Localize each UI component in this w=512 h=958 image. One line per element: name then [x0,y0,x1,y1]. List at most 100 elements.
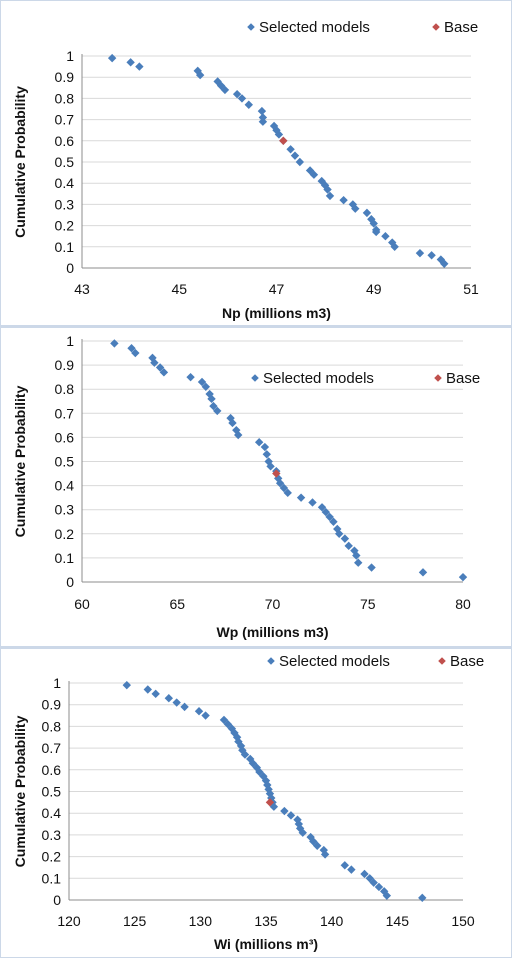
legend-entry: Selected models [259,19,370,36]
x-tick-label: 65 [169,596,185,612]
base-point [272,469,281,478]
y-tick-label: 0 [66,574,74,590]
data-point [418,568,428,577]
x-tick-label: 130 [189,913,213,929]
data-point [234,430,243,440]
y-tick-label: 0.2 [55,526,75,542]
base-point [279,136,288,145]
x-tick-label: 125 [123,913,147,929]
legend-marker [247,23,255,31]
y-tick-label: 0.3 [55,196,75,212]
x-tick-label: 80 [455,596,471,612]
y-tick-label: 0.1 [55,239,75,255]
data-point [150,358,159,367]
data-point [143,685,152,694]
y-tick-label: 1 [66,333,74,349]
data-point [135,62,144,71]
data-point [164,693,174,703]
data-point [201,382,211,391]
x-tick-label: 49 [366,281,382,297]
data-point [237,94,247,103]
x-tick-label: 150 [451,913,475,929]
x-tick-label: 135 [254,913,278,929]
data-point [159,368,169,377]
x-axis-label: Np (millions m3) [222,305,331,321]
data-point [258,113,268,122]
series-1 [279,136,288,145]
y-tick-label: 0.4 [55,478,75,494]
data-point [371,227,381,237]
data-point [340,534,350,543]
chart-svg: 0 0.1 0.2 0.3 0.4 0.5 0.6 0.7 0.8 0.9 1 120 125 130 13… [12,653,484,952]
data-point [317,503,327,512]
data-point [257,106,267,116]
data-point [232,89,242,99]
data-point [194,707,204,716]
data-point [186,372,195,382]
data-point [390,242,399,251]
chart-svg: 0 0.1 0.2 0.3 0.4 0.5 0.6 0.7 0.8 0.9 1 60 65 70 75 80 W… [12,333,480,640]
y-tick-label: 0.3 [55,502,75,518]
data-point [295,157,305,167]
np-chart-panel: 0 0.1 0.2 0.3 0.4 0.5 0.6 0.7 0.8 0.9 1 43 45 47 49 51 N… [1,1,511,325]
y-tick-label: 0.3 [42,827,62,843]
y-tick-label: 0.1 [42,870,62,886]
y-tick-label: 0.8 [42,718,62,734]
data-point [254,438,264,447]
y-tick-label: 1 [66,48,74,64]
series-1 [272,469,281,478]
legend-marker [267,657,275,665]
data-point [240,750,250,759]
y-tick-label: 0.8 [55,381,75,397]
data-point [309,170,319,179]
x-tick-label: 47 [269,281,285,297]
data-point [266,462,275,471]
data-point [197,377,207,387]
y-tick-label: 0.4 [55,175,75,191]
data-point [427,251,436,260]
legend-entry: Selected models [279,653,390,670]
series-0 [107,53,449,268]
x-tick-label: 140 [320,913,344,929]
data-point [323,185,332,194]
y-tick-label: 0.9 [55,357,75,373]
data-point [280,806,289,816]
data-point [209,401,218,411]
data-point [325,191,335,201]
data-point [351,204,360,213]
data-point [329,517,338,526]
legend-marker [438,657,446,665]
y-tick-label: 0.7 [42,740,62,756]
data-point [367,563,376,572]
data-point [107,53,117,63]
data-point [274,130,284,139]
y-tick-label: 0.9 [55,69,75,85]
data-point [258,117,268,126]
data-point [226,413,235,423]
data-point [313,841,322,850]
chart-svg: 0 0.1 0.2 0.3 0.4 0.5 0.6 0.7 0.8 0.9 1 43 45 47 49 51 N… [12,19,479,321]
data-point [286,145,295,154]
data-point [228,418,237,428]
data-point [344,541,353,551]
y-tick-label: 0 [53,892,61,908]
y-tick-label: 0 [66,260,74,276]
data-point [244,100,253,109]
data-point [381,232,390,241]
data-point [213,406,222,416]
legend-entry: Base [450,653,484,670]
y-tick-label: 0.5 [42,784,62,800]
y-tick-label: 0.2 [42,849,62,865]
y-axis-label: Cumulative Probability [12,86,28,238]
data-point [180,702,189,712]
data-point [195,70,205,80]
y-tick-label: 0.5 [55,454,75,470]
data-point [458,572,468,582]
legend-entry: Base [446,370,480,387]
data-point [369,219,378,228]
data-point [193,66,202,76]
y-tick-label: 0.5 [55,154,75,170]
y-tick-label: 0.6 [55,429,75,445]
y-tick-label: 0.7 [55,112,75,128]
